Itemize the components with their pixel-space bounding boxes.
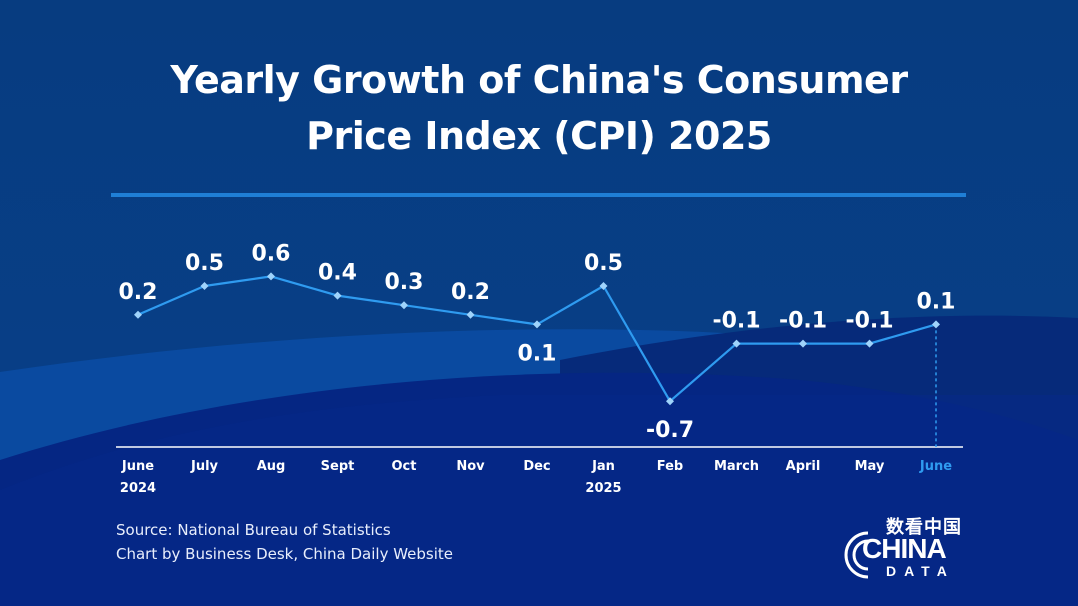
data-label: 0.6 xyxy=(252,241,291,266)
logo-english-text: CHINA xyxy=(862,533,947,564)
data-point xyxy=(865,339,874,348)
source-note: Source: National Bureau of Statistics xyxy=(116,521,391,539)
data-point xyxy=(932,320,940,329)
data-point xyxy=(666,397,674,406)
data-label: 0.5 xyxy=(584,251,623,276)
data-point xyxy=(732,339,741,348)
x-tick-year-label: 2025 xyxy=(585,481,621,496)
x-tick-label: Dec xyxy=(523,459,550,474)
data-label: 0.2 xyxy=(119,280,158,305)
data-label: -0.1 xyxy=(779,309,827,334)
x-tick-label: Aug xyxy=(257,459,286,474)
data-point xyxy=(134,310,142,319)
x-tick-label: June xyxy=(121,459,154,474)
data-point xyxy=(200,282,209,290)
logo-chinese-text: 数看中国 xyxy=(886,517,962,538)
china-data-logo: 数看中国 CHINA DATA xyxy=(842,513,972,583)
data-label: 0.1 xyxy=(917,289,956,314)
data-label: 0.2 xyxy=(451,280,490,305)
x-tick-label: July xyxy=(190,459,219,474)
x-tick-label: Sept xyxy=(321,459,355,474)
data-point xyxy=(466,310,475,319)
data-label: 0.4 xyxy=(318,261,357,286)
data-label: -0.1 xyxy=(845,309,893,334)
data-label: 0.3 xyxy=(385,270,424,295)
data-point xyxy=(267,272,275,281)
title-line-1: Yearly Growth of China's Consumer xyxy=(170,58,908,102)
x-tick-label: June xyxy=(919,459,952,474)
signal-arcs-icon xyxy=(844,531,869,579)
data-label: 0.5 xyxy=(185,251,224,276)
x-tick-year-label: 2024 xyxy=(120,481,156,496)
x-tick-label: April xyxy=(786,459,821,474)
x-tick-label: May xyxy=(855,459,885,474)
logo-sub-text: DATA xyxy=(886,563,955,579)
x-tick-label: Jan xyxy=(591,459,615,474)
series-line xyxy=(137,275,937,403)
data-label: -0.7 xyxy=(646,418,694,443)
data-point xyxy=(333,291,342,300)
title-divider xyxy=(111,193,966,197)
title-line-2: Price Index (CPI) 2025 xyxy=(306,114,772,158)
data-point xyxy=(599,282,608,290)
credit-note: Chart by Business Desk, China Daily Webs… xyxy=(116,545,454,563)
data-label: 0.1 xyxy=(518,341,557,366)
x-tick-label: March xyxy=(714,459,759,474)
chart-title: Yearly Growth of China's Consumer Price … xyxy=(0,52,1078,164)
x-tick-label: Nov xyxy=(456,459,485,474)
data-label: -0.1 xyxy=(712,309,760,334)
data-point xyxy=(799,339,807,348)
x-tick-label: Oct xyxy=(392,459,417,474)
data-point xyxy=(400,301,408,310)
footer: Source: National Bureau of Statistics Ch… xyxy=(116,518,453,566)
data-point xyxy=(533,320,541,329)
x-tick-label: Feb xyxy=(657,459,683,474)
